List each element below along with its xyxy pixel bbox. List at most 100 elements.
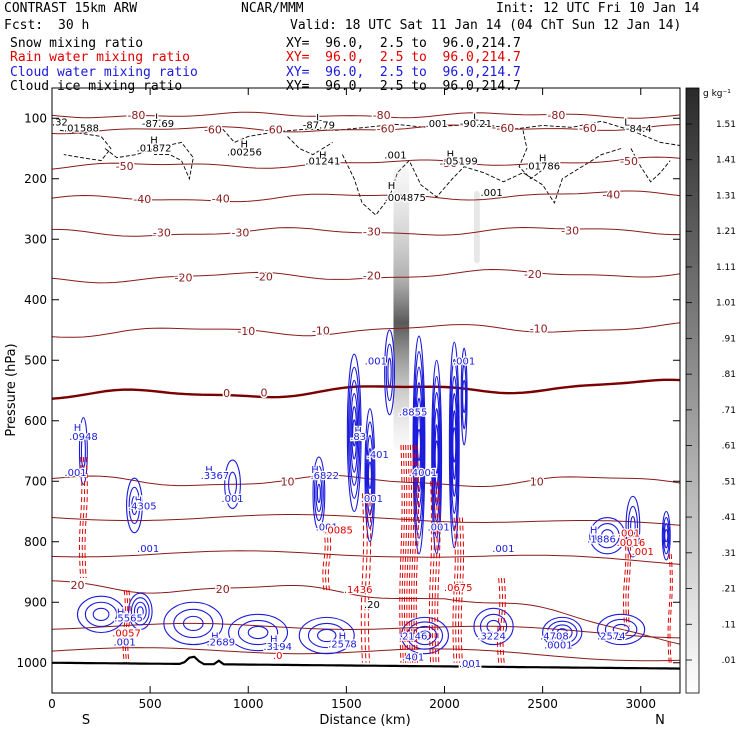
contour-annotation: .2146 [399, 632, 428, 643]
contour-annotation: .001 [632, 547, 654, 558]
x-axis: 0 500 1000 1500 2000 2500 3000 [48, 88, 656, 711]
cloud-water-blob [448, 341, 460, 549]
y-tick-label: 100 [24, 111, 47, 125]
contour-annotation: -87.69 [142, 119, 174, 130]
rain-contour [428, 481, 433, 663]
rain-contour [327, 529, 332, 591]
x-axis-label: Distance (km) [319, 713, 410, 728]
cloud-water-blob [317, 628, 337, 643]
rain-contour [399, 444, 403, 663]
contour-annotation: .001 [221, 494, 243, 505]
contour-annotation: H [270, 635, 278, 646]
cloud-water-blob [414, 366, 424, 524]
field-name-cloud-water: Cloud water mixing ratio [10, 65, 198, 80]
contour-annotation: .2578 [328, 639, 357, 650]
colorbar-tick-label: 1.51 [716, 120, 736, 130]
cloud-water-blob [415, 397, 423, 493]
isotherm-label: -10 [312, 324, 330, 337]
contour-annotation: .1886 [587, 535, 616, 546]
cloud-water-blob [589, 516, 626, 555]
rain-contour [434, 481, 438, 663]
cloud-water-blob [556, 628, 568, 637]
contour-annotation: L [473, 112, 479, 123]
contour-annotation: .0001 [544, 641, 573, 652]
rain-contour [411, 444, 415, 663]
contour-annotation: .001 [365, 356, 387, 367]
contour-annotation: .001 [426, 119, 448, 130]
contour-annotation: .01786 [525, 161, 560, 172]
rain-contour [79, 457, 83, 579]
isotherm-label: -60 [265, 123, 283, 136]
snow-column-small [473, 190, 480, 264]
isotherm-label: -20 [524, 268, 542, 281]
contour-annotation: .001 [113, 638, 135, 649]
rain-contour [627, 529, 632, 627]
cloud-water-blob [546, 620, 578, 645]
contour-annotation: .3367 [201, 471, 230, 482]
isotherm-label: -30 [153, 227, 171, 240]
rain-contour [499, 578, 504, 663]
cloud-water-blob [126, 477, 143, 534]
rain-contour [406, 444, 410, 663]
colorbar-tick-label: .81 [722, 370, 736, 380]
rain-contour [452, 517, 456, 663]
contour-annotation: .001 [492, 544, 514, 555]
isotherm-label: -60 [377, 123, 395, 136]
cloud-ice-contour [630, 148, 671, 183]
cloud-water-blob [228, 471, 238, 497]
cloud-water-blob [597, 613, 646, 646]
cloud-water-blob [415, 382, 423, 508]
cloud-water-blob [316, 483, 321, 503]
contour-annotation: .83 [350, 432, 366, 443]
isotherm-label: -20 [255, 271, 273, 284]
contour-annotation: L [316, 113, 322, 124]
contour-annotation: .8855 [399, 408, 428, 419]
isotherm-line [52, 226, 680, 237]
snow-shading [393, 166, 480, 451]
rain-contour [322, 529, 326, 591]
cloud-water-blob [127, 592, 153, 631]
terrain-fill [52, 656, 680, 693]
cloud-water-blob [228, 613, 289, 652]
plot-area: -80 -80-80-60 -60 -60-60 -60-50 -50 -50-40 -40-… [52, 108, 680, 693]
contour-annotation: H [117, 607, 125, 618]
rain-contour [460, 517, 465, 663]
cloud-water-blob [542, 616, 583, 649]
cloud-water-blob [312, 456, 326, 531]
cloud-water-blob [384, 329, 396, 416]
cloud-water-blob [400, 616, 449, 655]
cloud-ice-contour [287, 136, 333, 156]
contour-annotation: .0057 [112, 629, 141, 640]
cloud-water-blob [413, 351, 425, 539]
isotherm-label: -80 [127, 109, 145, 122]
cloud-water-blob [347, 366, 361, 499]
cloud-water-blob [352, 419, 357, 447]
isotherm-label: 10 [530, 475, 544, 488]
contour-annotation: .001 [64, 468, 86, 479]
cloud-water-blob [661, 510, 671, 561]
cloud-water-blob [315, 474, 323, 513]
contour-annotation: .001 [618, 529, 640, 540]
colorbar: g kg⁻¹ .01 .11 .21 .31 .41 .51 .61 .71 .81 .91 1.0… [685, 87, 736, 694]
cloud-water-blob [664, 529, 669, 543]
cloud-water-blob [349, 379, 360, 486]
rain-contour [403, 444, 408, 663]
contour-annotation: H [388, 181, 396, 192]
cloud-water-blob [366, 434, 374, 516]
contour-annotation: L [155, 112, 161, 123]
cloud-water-blob [84, 601, 118, 627]
contour-annotation: -90.21 [460, 119, 492, 130]
contour-annotation: .0016 [617, 538, 646, 549]
colorbar-tick-label: 1.41 [716, 156, 736, 166]
rain-contour [497, 578, 501, 663]
cloud-water-blob [163, 601, 224, 646]
contour-annotation: .001 [361, 494, 383, 505]
colorbar-tick-label: .01 [722, 656, 736, 666]
cloud-water-blob [237, 619, 279, 646]
contour-annotation: H [150, 135, 158, 146]
colorbar-tick-label: .11 [722, 620, 736, 630]
rain-contour [415, 444, 420, 663]
colorbar-tick-label: 1.11 [716, 263, 736, 273]
contour-annotation: .00256 [227, 148, 262, 159]
isotherm-label: -40 [602, 189, 620, 202]
